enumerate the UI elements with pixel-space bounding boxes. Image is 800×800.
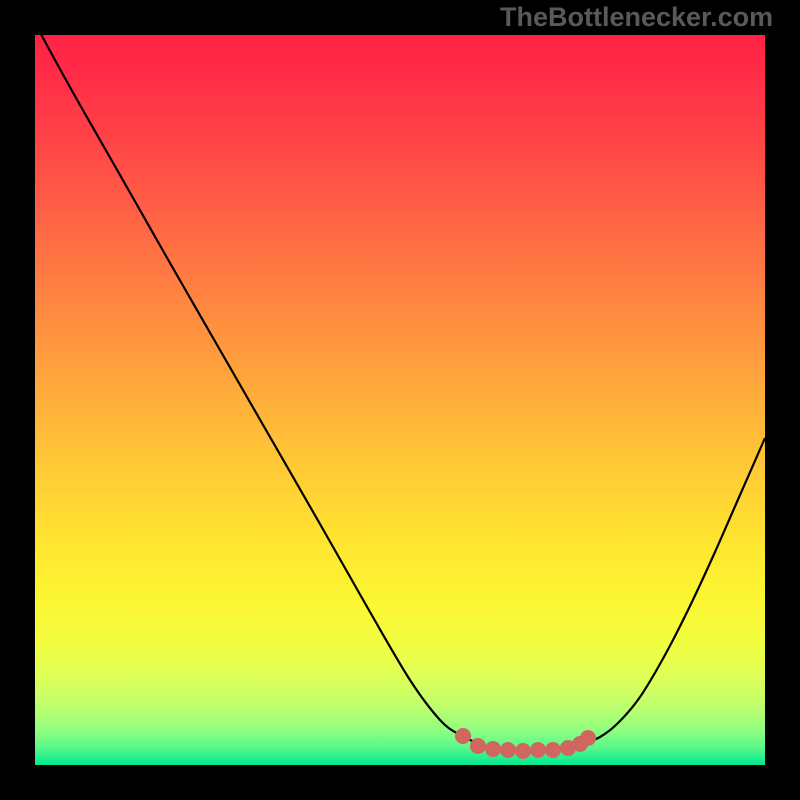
marker-dot [580, 730, 596, 746]
chart-svg [0, 0, 800, 800]
marker-dot [515, 743, 531, 759]
plot-background [35, 35, 765, 765]
marker-dot [545, 742, 561, 758]
marker-dot [455, 728, 471, 744]
marker-dot [470, 738, 486, 754]
marker-dot [485, 741, 501, 757]
marker-dot [530, 742, 546, 758]
marker-dot [500, 742, 516, 758]
watermark-text: TheBottlenecker.com [500, 2, 773, 33]
